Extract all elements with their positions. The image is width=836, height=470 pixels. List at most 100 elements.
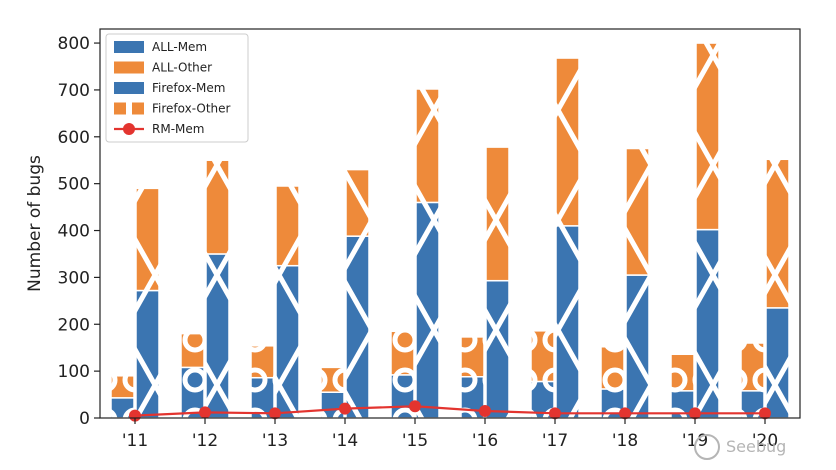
bar-all-other-4-edge xyxy=(415,88,440,204)
bar-all-other-1 xyxy=(205,159,230,255)
bar-firefox-mem-4 xyxy=(390,374,415,419)
bar-firefox-other-2-edge xyxy=(250,345,275,379)
bar-all-other-0-hatch xyxy=(136,188,159,291)
rm-mem-point-2 xyxy=(269,407,281,420)
bar-firefox-other-5-hatch xyxy=(461,336,484,377)
bar-all-other-6-hatch xyxy=(556,58,579,226)
bar-firefox-mem-6-hatch xyxy=(531,381,554,418)
rm-mem-line xyxy=(134,405,765,417)
bar-firefox-mem-1-hatch xyxy=(181,367,204,418)
bar-all-other-3-hatch xyxy=(346,169,369,237)
bar-firefox-other-2-hatch xyxy=(251,345,274,378)
bar-all-other-8-hatch xyxy=(696,43,719,230)
bar-all-other-9-edge xyxy=(765,158,790,309)
rm-mem-point-5 xyxy=(479,404,491,417)
bar-all-other-5-hatch xyxy=(486,147,509,281)
legend-label: ALL-Other xyxy=(152,61,212,75)
x-tick-label-1: '12 xyxy=(192,431,218,451)
bar-firefox-mem-2 xyxy=(250,376,275,419)
y-tick-label-4: 400 xyxy=(58,222,90,242)
bar-firefox-other-4 xyxy=(390,330,415,376)
y-tick-label-8: 800 xyxy=(58,34,90,54)
bar-all-mem-6-hatch xyxy=(556,225,579,418)
rm-mem-point-0 xyxy=(129,409,141,422)
y-tick-label-7: 700 xyxy=(58,81,90,101)
bar-all-other-0-edge xyxy=(135,187,160,292)
legend-frame xyxy=(105,33,249,143)
bar-all-mem-8 xyxy=(695,228,720,419)
rm-mem-point-8 xyxy=(689,407,701,420)
rm-mem-point-1 xyxy=(199,406,211,419)
bar-all-other-5 xyxy=(485,146,510,282)
watermark-logo-icon xyxy=(694,434,720,460)
plot-frame xyxy=(99,28,801,419)
legend-swatch xyxy=(114,61,144,74)
bar-all-other-3-edge xyxy=(345,168,370,237)
bar-firefox-other-5-edge xyxy=(460,336,485,378)
y-tick-label-1: 100 xyxy=(58,362,90,382)
bar-all-other-1-edge xyxy=(205,159,230,255)
legend-label: Firefox-Other xyxy=(152,102,231,116)
rm-mem-point-9 xyxy=(759,407,771,420)
x-tick-label-7: '18 xyxy=(612,431,638,451)
watermark: Seebug xyxy=(694,434,786,460)
bar-firefox-mem-8-hatch xyxy=(671,390,694,418)
x-axis: '11'12'13'14'15'16'17'18'19'20 xyxy=(122,418,778,451)
bar-firefox-other-8 xyxy=(670,353,695,392)
x-tick-label-5: '16 xyxy=(472,431,498,451)
x-tick-label-4: '15 xyxy=(402,431,428,451)
bar-all-mem-7 xyxy=(625,274,650,419)
bar-firefox-other-9 xyxy=(740,342,765,392)
bar-firefox-mem-9 xyxy=(740,390,765,419)
x-tick-label-6: '17 xyxy=(542,431,568,451)
y-axis-title: Number of bugs xyxy=(25,155,45,292)
rm-mem-point-6 xyxy=(549,407,561,420)
legend-label: Firefox-Mem xyxy=(152,81,225,95)
bar-firefox-other-2 xyxy=(250,345,275,379)
bar-all-mem-2-hatch xyxy=(276,265,299,418)
rm-mem-point-7 xyxy=(619,407,631,420)
bar-firefox-other-9-hatch xyxy=(741,343,764,391)
legend-entry-firefox-mem: Firefox-Mem xyxy=(114,81,225,95)
bar-all-other-7-edge xyxy=(625,147,650,276)
legend-swatch xyxy=(114,82,144,94)
bar-all-mem-0-hatch xyxy=(136,290,159,418)
bar-all-other-0 xyxy=(135,187,160,292)
bar-all-mem-3-hatch xyxy=(346,236,369,418)
bar-all-other-6-edge xyxy=(555,57,580,227)
legend-entry-all-mem: ALL-Mem xyxy=(114,40,207,54)
x-tick-label-0: '11 xyxy=(122,431,148,451)
legend-entry-firefox-other: Firefox-Other xyxy=(114,102,231,116)
bar-all-other-6 xyxy=(555,57,580,227)
bar-firefox-mem-6 xyxy=(530,380,555,419)
legend-marker-swatch xyxy=(123,123,135,135)
bar-all-other-1-hatch xyxy=(206,160,229,254)
bar-firefox-other-6-hatch xyxy=(531,330,554,382)
bar-firefox-mem-7-hatch xyxy=(601,388,624,418)
y-tick-label-0: 0 xyxy=(79,409,90,429)
bar-firefox-mem-7 xyxy=(600,388,625,419)
bar-all-other-7 xyxy=(625,147,650,276)
bar-all-mem-9-hatch xyxy=(766,307,789,418)
bar-all-mem-1-hatch xyxy=(206,253,229,418)
rm-mem-point-3 xyxy=(339,402,351,415)
bar-all-other-7-hatch xyxy=(626,148,649,276)
bar-all-mem-0 xyxy=(135,289,160,419)
bar-firefox-other-6 xyxy=(530,330,555,383)
legend-entry-rm-mem: RM-Mem xyxy=(114,122,204,136)
bar-all-mem-3 xyxy=(345,235,370,419)
bar-firefox-other-4-edge xyxy=(390,330,415,376)
bar-all-other-9 xyxy=(765,158,790,309)
bar-all-other-9-hatch xyxy=(766,159,789,308)
bar-all-other-4-hatch xyxy=(416,88,439,203)
x-tick-label-9: '20 xyxy=(752,431,778,451)
watermark-text: Seebug xyxy=(726,437,786,456)
legend: ALL-Mem ALL-Other Firefox-Mem Firefox-Other… xyxy=(105,33,249,143)
bar-all-other-8 xyxy=(695,42,720,231)
bar-firefox-mem-2-hatch xyxy=(251,377,274,418)
bar-firefox-other-7 xyxy=(600,346,625,390)
bar-all-mem-2 xyxy=(275,264,300,419)
bar-firefox-other-7-edge xyxy=(600,346,625,390)
x-tick-label-3: '14 xyxy=(332,431,358,451)
